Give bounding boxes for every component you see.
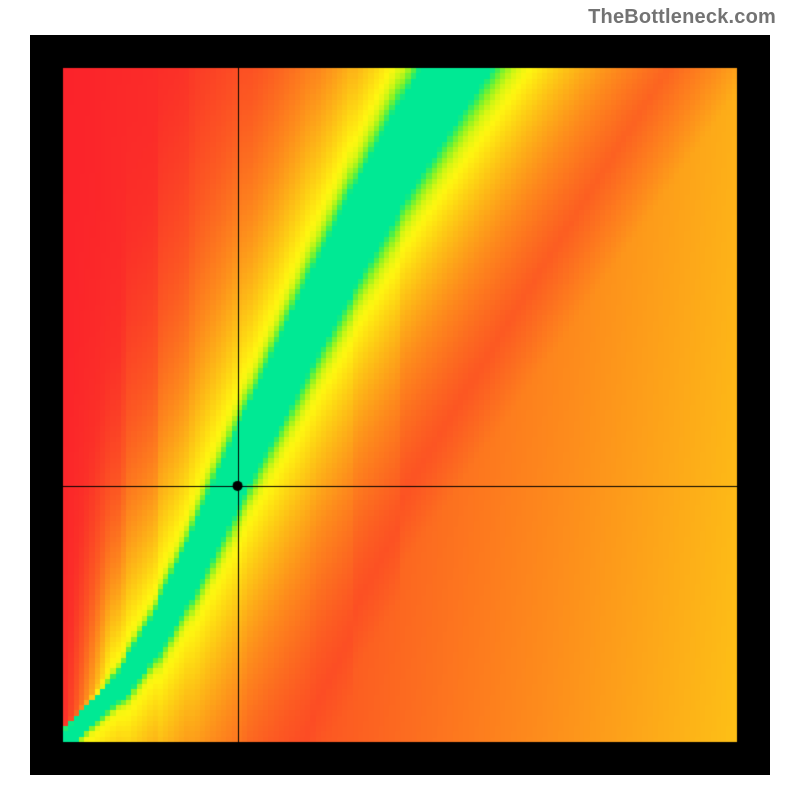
bottleneck-heatmap	[30, 35, 770, 775]
attribution-text: TheBottleneck.com	[588, 6, 776, 29]
